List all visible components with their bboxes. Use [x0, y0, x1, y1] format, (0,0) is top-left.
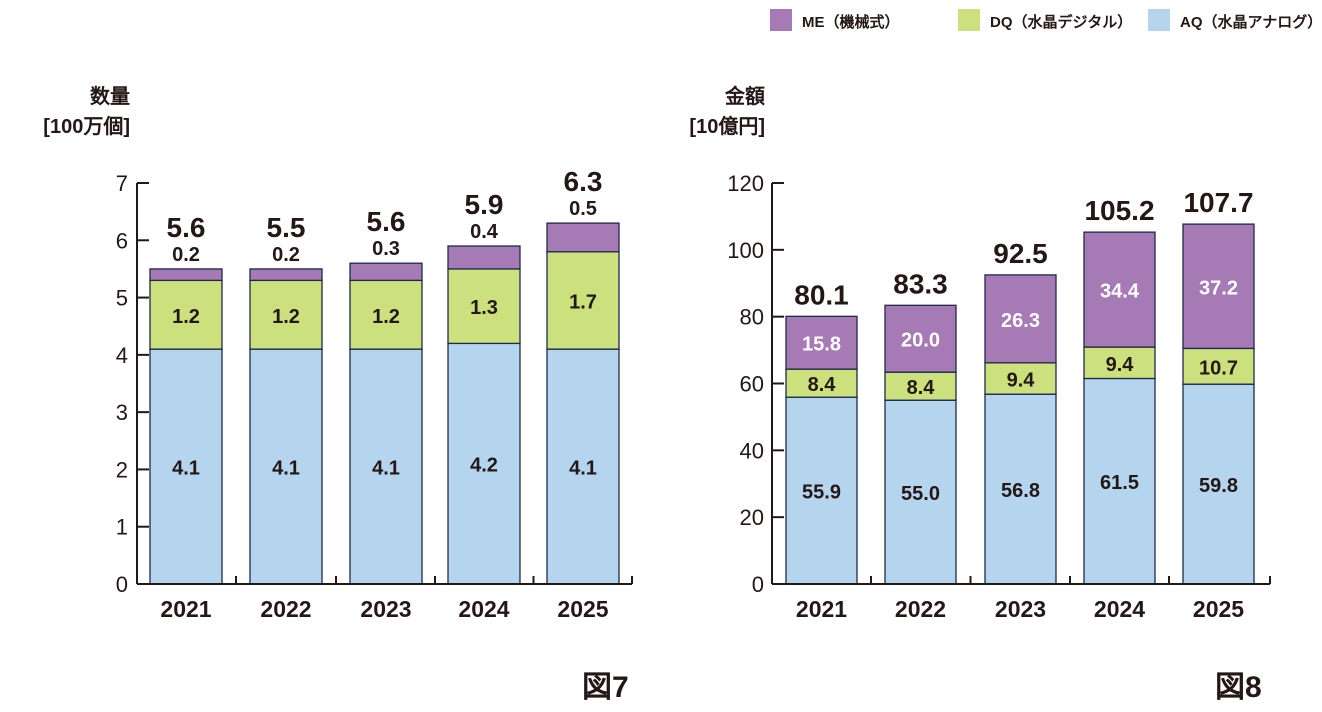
x-tick-label: 2025	[557, 596, 608, 622]
legend-label: ME（機械式）	[802, 13, 900, 31]
bar-segment-me	[249, 268, 323, 282]
y-tick-label: 40	[740, 438, 764, 463]
total-label: 92.5	[993, 238, 1048, 269]
data-label-me: 0.5	[569, 198, 597, 220]
data-label-aq: 4.1	[372, 458, 400, 480]
bar-segment-dq	[149, 279, 223, 350]
data-label-dq: 20.0	[901, 330, 940, 352]
bar-segment-me	[884, 304, 957, 373]
y-tick-label: 0	[752, 572, 764, 597]
total-label: 5.6	[167, 212, 206, 243]
total-label: 80.1	[794, 279, 849, 310]
bar-segment-me	[447, 245, 521, 270]
y-tick-label: 1	[116, 515, 128, 540]
data-label-aq: 4.1	[569, 458, 597, 480]
data-label-me: 0.4	[470, 221, 499, 243]
data-label-dq: 1.2	[272, 306, 300, 328]
y-tick-label: 0	[116, 572, 128, 597]
y-tick-label: 20	[740, 505, 764, 530]
bar-segment-aq	[546, 348, 620, 585]
data-label-me: 0.3	[372, 238, 400, 260]
data-label-aq: 4.2	[470, 455, 498, 477]
data-label-me: 0.2	[272, 244, 300, 266]
data-label-dq: 9.4	[1007, 369, 1036, 391]
x-tick-label: 2024	[1094, 596, 1145, 622]
data-label-dq: 1.2	[372, 306, 400, 328]
bar-segment-aq	[149, 348, 223, 585]
bar-segment-dq	[1182, 347, 1255, 385]
x-tick-label: 2023	[995, 596, 1046, 622]
y-tick-label: 120	[727, 171, 764, 196]
y-tick-label: 4	[116, 343, 128, 368]
y-tick-label: 80	[740, 305, 764, 330]
data-label-dq: 26.3	[1001, 310, 1040, 332]
bar-segment-me	[149, 268, 223, 282]
bar-segment-me	[1083, 231, 1156, 348]
x-tick-label: 2025	[1193, 596, 1244, 622]
bar-segment-me	[984, 274, 1057, 364]
y-tick-label: 6	[116, 228, 128, 253]
bar-segment-me	[349, 262, 423, 282]
data-label-aq: 55.0	[901, 483, 940, 505]
y-axis-label: 数量	[90, 84, 130, 108]
data-label-aq: 55.9	[802, 482, 841, 504]
x-tick-label: 2024	[458, 596, 509, 622]
y-tick-label: 2	[116, 457, 128, 482]
x-tick-label: 2021	[160, 596, 211, 622]
bar-segment-me	[785, 315, 858, 370]
bar-segment-me	[1182, 223, 1255, 350]
y-tick-label: 7	[116, 171, 128, 196]
bar-segment-aq	[984, 393, 1057, 585]
data-label-aq: 56.8	[1001, 480, 1040, 502]
data-label-aq: 61.5	[1100, 472, 1139, 494]
y-tick-label: 5	[116, 286, 128, 311]
bar-segment-me	[546, 222, 620, 253]
total-label: 5.9	[465, 189, 504, 220]
data-label-dq: 34.4	[1100, 281, 1140, 303]
bar-segment-dq	[349, 279, 423, 350]
data-label-dq: 1.2	[172, 306, 200, 328]
total-label: 5.6	[367, 206, 406, 237]
total-label: 105.2	[1084, 195, 1154, 226]
x-tick-label: 2023	[360, 596, 411, 622]
total-label: 6.3	[564, 166, 603, 197]
x-tick-label: 2022	[895, 596, 946, 622]
legend-label: DQ（水晶デジタル）	[990, 13, 1132, 31]
y-tick-label: 60	[740, 372, 764, 397]
y-axis-label: 金額	[724, 84, 765, 108]
legend-swatch	[1148, 9, 1170, 31]
legend-swatch	[770, 9, 792, 31]
figure-title: 図7	[582, 671, 629, 704]
legend-swatch	[958, 9, 980, 31]
data-label-aq: 59.8	[1199, 475, 1238, 497]
total-label: 83.3	[893, 268, 948, 299]
data-label-aq: 4.1	[272, 458, 300, 480]
bar-segment-dq	[447, 268, 521, 345]
total-label: 107.7	[1183, 187, 1253, 218]
y-tick-label: 3	[116, 400, 128, 425]
data-label-dq: 37.2	[1199, 277, 1238, 299]
data-label-dq: 10.7	[1199, 357, 1238, 379]
y-axis-unit: [100万個]	[43, 115, 130, 138]
x-tick-label: 2022	[260, 596, 311, 622]
data-label-dq: 15.8	[802, 334, 841, 356]
y-tick-label: 100	[727, 238, 764, 263]
data-label-aq: 4.1	[172, 458, 200, 480]
data-label-me: 0.2	[172, 244, 200, 266]
figure-title: 図8	[1215, 671, 1262, 704]
x-tick-label: 2021	[796, 596, 847, 622]
legend-label: AQ（水晶アナログ）	[1180, 13, 1322, 31]
data-label-dq: 9.4	[1106, 354, 1135, 376]
data-label-dq: 1.3	[470, 297, 498, 319]
data-label-dq: 8.4	[907, 377, 936, 399]
bar-segment-dq	[249, 279, 323, 350]
total-label: 5.5	[267, 212, 306, 243]
data-label-dq: 8.4	[808, 374, 837, 396]
data-label-dq: 1.7	[569, 291, 597, 313]
y-axis-unit: [10億円]	[689, 114, 765, 138]
bar-segment-dq	[546, 251, 620, 350]
